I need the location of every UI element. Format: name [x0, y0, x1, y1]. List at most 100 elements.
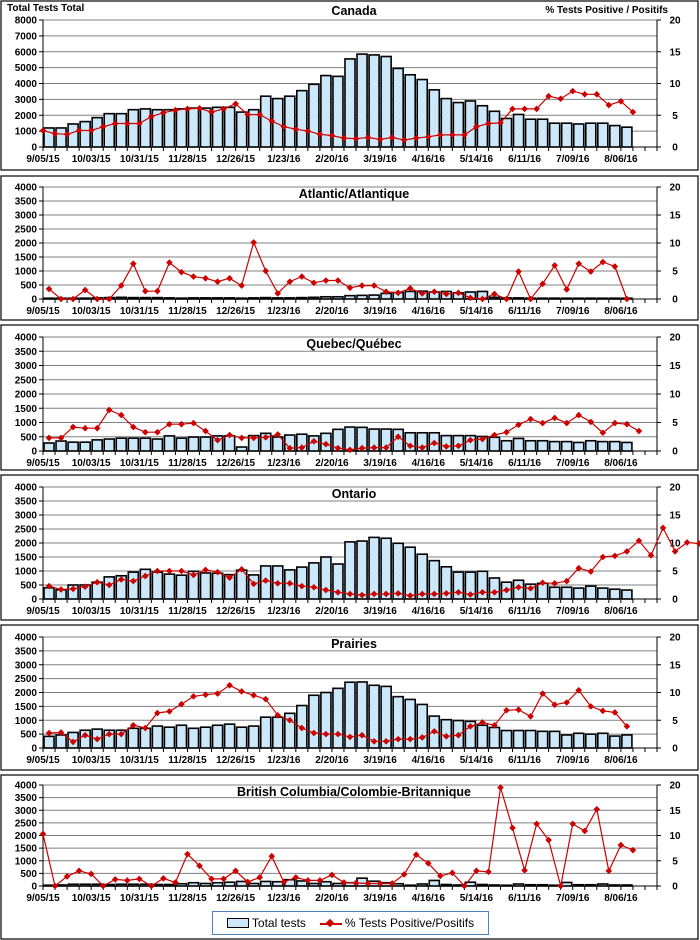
bar-total-tests [259, 716, 272, 749]
marker-percent-positive [202, 691, 209, 699]
marker-percent-positive [424, 859, 432, 867]
x-tick-label: 12/26/15 [216, 458, 255, 469]
y-left-tick-label: 3500 [15, 497, 38, 508]
marker-percent-positive [515, 421, 522, 429]
y-right-tick-label: 15 [669, 361, 681, 372]
bar-total-tests [488, 726, 501, 749]
marker-percent-positive [443, 290, 450, 298]
marker-percent-positive [172, 879, 179, 886]
marker-percent-positive [587, 418, 595, 426]
marker-percent-positive [479, 295, 486, 303]
marker-percent-positive [196, 862, 203, 870]
bar-total-tests [584, 439, 597, 452]
marker-percent-positive [160, 109, 167, 117]
x-tick-label: 6/11/16 [508, 306, 541, 317]
marker-percent-positive [587, 268, 595, 275]
marker-percent-positive [196, 104, 203, 112]
marker-percent-positive [551, 262, 558, 269]
marker-percent-positive [87, 127, 95, 134]
bar-total-tests [609, 588, 621, 600]
legend-label-total-tests: Total tests [251, 916, 306, 930]
marker-percent-positive [93, 424, 101, 432]
y-left-tick-label: 4000 [15, 781, 38, 792]
bar-total-tests [380, 55, 392, 148]
marker-percent-positive [310, 583, 318, 591]
y-left-tick-label: 500 [20, 281, 37, 292]
bar-total-tests [175, 574, 188, 600]
bar-total-tests [223, 106, 236, 148]
bar-total-tests [55, 440, 67, 452]
marker-percent-positive [563, 699, 571, 706]
bar-total-tests [115, 112, 128, 148]
y-right-tick-label: 10 [669, 539, 681, 550]
marker-percent-positive [436, 872, 444, 880]
marker-percent-positive [358, 444, 366, 452]
bar-total-tests [597, 587, 609, 600]
bar-total-tests [163, 108, 176, 148]
bar-total-tests [211, 724, 224, 749]
y-right-tick-label: 15 [669, 211, 681, 222]
bar-total-tests [199, 107, 212, 148]
marker-percent-positive [358, 591, 366, 599]
marker-percent-positive [551, 414, 558, 422]
bar-total-tests [55, 127, 67, 148]
y-right-tick-label: 20 [669, 333, 681, 344]
marker-percent-positive [515, 268, 522, 275]
marker-percent-positive [563, 419, 571, 427]
y-right-tick-label: 10 [669, 688, 681, 699]
marker-percent-positive [406, 285, 414, 292]
bar-total-tests [283, 95, 296, 148]
marker-percent-positive [75, 867, 83, 875]
marker-percent-positive [569, 820, 577, 828]
bar-total-tests [356, 877, 368, 887]
marker-percent-positive [418, 590, 426, 598]
marker-percent-positive [533, 820, 540, 828]
marker-percent-positive [473, 867, 480, 875]
x-tick-label: 6/11/16 [508, 755, 541, 766]
bar-total-tests [597, 440, 609, 452]
marker-percent-positive [370, 444, 378, 451]
marker-percent-positive [244, 878, 251, 886]
marker-percent-positive [328, 132, 336, 139]
marker-percent-positive [166, 420, 173, 428]
marker-percent-positive [485, 120, 492, 127]
marker-percent-positive [406, 442, 414, 450]
y-left-tick-label: 2000 [15, 239, 38, 250]
marker-percent-positive [214, 278, 221, 285]
bar-total-tests [127, 108, 140, 148]
marker-percent-positive [129, 260, 137, 268]
marker-percent-positive [503, 295, 510, 303]
x-tick-label: 1/23/16 [267, 606, 301, 617]
marker-percent-positive [635, 537, 643, 545]
marker-percent-positive [316, 131, 324, 138]
marker-percent-positive [238, 434, 245, 442]
marker-percent-positive [376, 880, 384, 887]
bar-total-tests [621, 441, 633, 452]
marker-percent-positive [328, 871, 336, 879]
x-tick-label: 10/31/15 [120, 154, 159, 165]
bar-total-tests [320, 691, 332, 749]
bar-total-tests [488, 110, 501, 148]
y-left-tick-label: 1500 [15, 553, 38, 564]
marker-percent-positive [358, 282, 366, 289]
bar-total-tests [235, 726, 248, 749]
bar-total-tests [488, 436, 501, 452]
x-tick-label: 11/28/15 [168, 606, 207, 617]
y-right-tick-label: 5 [672, 111, 678, 122]
marker-percent-positive [39, 830, 47, 838]
marker-percent-positive [256, 111, 264, 118]
marker-percent-positive [545, 92, 552, 100]
y-left-tick-label: 2000 [15, 111, 38, 122]
y-left-tick-label: 0 [31, 744, 37, 755]
x-tick-label: 10/31/15 [120, 606, 159, 617]
bar-total-tests [512, 437, 525, 452]
bar-total-tests [560, 122, 573, 148]
bar-total-tests [79, 120, 91, 148]
bar-total-tests [55, 734, 67, 749]
marker-percent-positive [443, 733, 450, 740]
y-right-tick-label: 5 [672, 716, 678, 727]
x-tick-label: 12/26/15 [216, 154, 255, 165]
bar-total-tests [524, 118, 537, 148]
legend-item-percent-positive: % Tests Positive/Positifs [319, 916, 474, 930]
x-tick-label: 8/06/16 [604, 306, 638, 317]
